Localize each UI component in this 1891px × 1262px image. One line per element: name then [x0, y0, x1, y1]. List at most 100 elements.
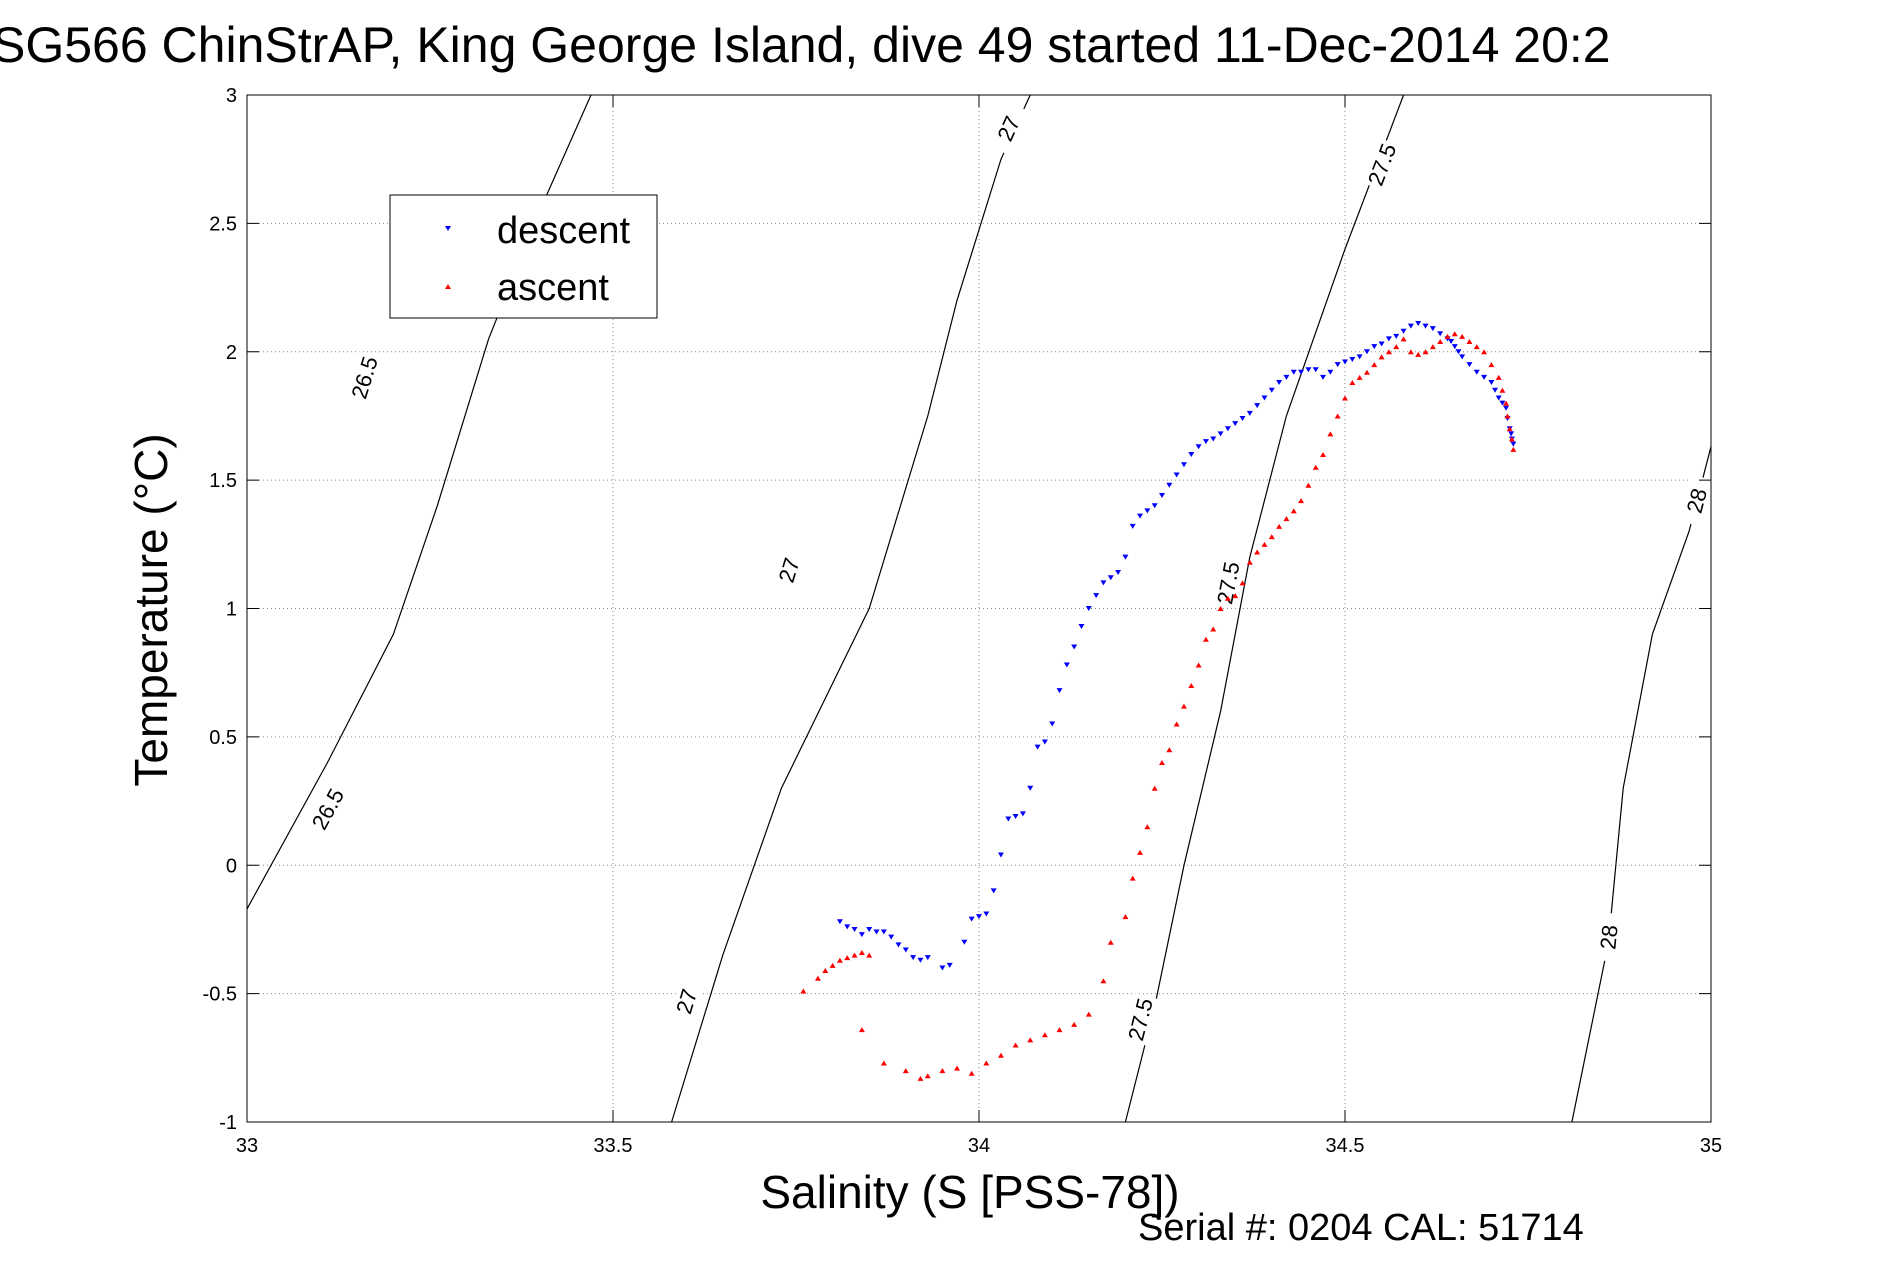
descent-point [1254, 403, 1261, 409]
descent-point [1151, 503, 1158, 509]
ascent-point [858, 950, 865, 956]
descent-point [1378, 341, 1385, 347]
ascent-point [1400, 336, 1407, 342]
descent-point [1371, 344, 1378, 350]
descent-point [1246, 410, 1253, 416]
isopycnal-label-bg [1678, 474, 1714, 527]
series-descent [836, 321, 1517, 971]
ascent-point [1151, 785, 1158, 791]
descent-point [1049, 721, 1056, 727]
descent-point [1503, 405, 1510, 411]
ascent-point [880, 1060, 887, 1066]
descent-point [1488, 380, 1495, 386]
ascent-point [1451, 331, 1458, 337]
isopycnal-label-bg [345, 350, 383, 404]
ascent-point [1276, 523, 1283, 529]
descent-point [1298, 369, 1305, 375]
ascent-point [954, 1065, 961, 1071]
descent-point [1320, 374, 1327, 380]
y-tick-label: 0.5 [209, 727, 237, 749]
ascent-point [1488, 362, 1495, 368]
descent-point [1129, 523, 1136, 529]
descent-point [1455, 349, 1462, 355]
descent-point [946, 962, 953, 968]
descent-point [1019, 811, 1026, 817]
descent-point [1056, 688, 1063, 694]
descent-point [1492, 387, 1499, 393]
ascent-point [1444, 333, 1451, 339]
isopycnal-label: 28 [1595, 924, 1622, 951]
descent-point [1122, 554, 1129, 560]
y-tick-label: 1.5 [209, 470, 237, 492]
ascent-point [1510, 446, 1517, 452]
ascent-point [1371, 362, 1378, 368]
descent-point [1283, 374, 1290, 380]
y-axis-label: Temperature (°C) [125, 433, 177, 786]
y-tick-label: -0.5 [203, 984, 237, 1006]
y-tick-label: 1 [226, 599, 237, 621]
ascent-point [917, 1075, 924, 1081]
axis-ticks: 33 33.5 34 34.5 35 -1 -0.5 0 0.5 1 1.5 2 2.5 3 [203, 85, 1723, 1157]
descent-point [1100, 580, 1107, 586]
descent-point [866, 926, 873, 932]
descent-point [1499, 400, 1506, 406]
ascent-point [1385, 349, 1392, 355]
descent-point [1429, 326, 1436, 332]
ascent-point [1499, 387, 1506, 393]
ascent-point [1166, 747, 1173, 753]
descent-point [1012, 813, 1019, 819]
ascent-point [1056, 1027, 1063, 1033]
ascent-point [1407, 349, 1414, 355]
descent-point [836, 919, 843, 925]
isopycnal-line-27-5 [1124, 94, 1405, 1123]
ascent-point [1342, 395, 1348, 401]
descent-point [1173, 472, 1180, 478]
ascent-point [1027, 1037, 1034, 1043]
ascent-point [1173, 721, 1180, 727]
descent-point [1071, 644, 1078, 650]
descent-point [1510, 441, 1517, 447]
ascent-point [1503, 400, 1510, 406]
descent-point [1217, 431, 1224, 437]
y-tick-label: 3 [226, 85, 237, 107]
ascent-point [939, 1068, 946, 1074]
descent-point [1327, 369, 1334, 375]
ascent-point [1327, 431, 1334, 437]
x-tick-label: 33 [236, 1135, 258, 1157]
ascent-point [1508, 436, 1515, 442]
descent-point [1290, 369, 1297, 375]
descent-point [1312, 367, 1319, 373]
ascent-point [1122, 914, 1129, 920]
descent-point [1495, 395, 1502, 401]
descent-point [1166, 482, 1173, 488]
descent-point [1137, 513, 1144, 519]
legend: descent ascent [389, 194, 658, 319]
ascent-point [1071, 1021, 1078, 1027]
ascent-point [983, 1060, 990, 1066]
descent-point [888, 934, 895, 940]
descent-point [1276, 380, 1283, 386]
ascent-point [1100, 978, 1107, 984]
descent-point [1063, 662, 1070, 668]
descent-point [1268, 387, 1275, 393]
ascent-point [1283, 516, 1290, 522]
ascent-point [800, 988, 807, 994]
ascent-point [1429, 344, 1436, 350]
isopycnal-label-bg [667, 974, 705, 1028]
ascent-point [1129, 875, 1136, 881]
x-tick-label: 34 [968, 1135, 990, 1157]
ascent-point [1504, 413, 1511, 419]
y-tick-label: 2 [226, 342, 237, 364]
legend-entry-ascent: ascent [445, 267, 609, 309]
legend-marker-ascent [445, 284, 451, 289]
ascent-point [829, 962, 836, 968]
descent-point [1115, 570, 1122, 576]
ascent-point [1334, 413, 1341, 419]
descent-point [968, 916, 975, 922]
descent-point [1180, 462, 1187, 468]
isopycnal-label-bg [1361, 137, 1402, 192]
legend-box [389, 194, 658, 319]
ascent-point [1232, 593, 1239, 599]
ascent-point [1261, 541, 1268, 547]
ascent-point [1312, 464, 1319, 470]
